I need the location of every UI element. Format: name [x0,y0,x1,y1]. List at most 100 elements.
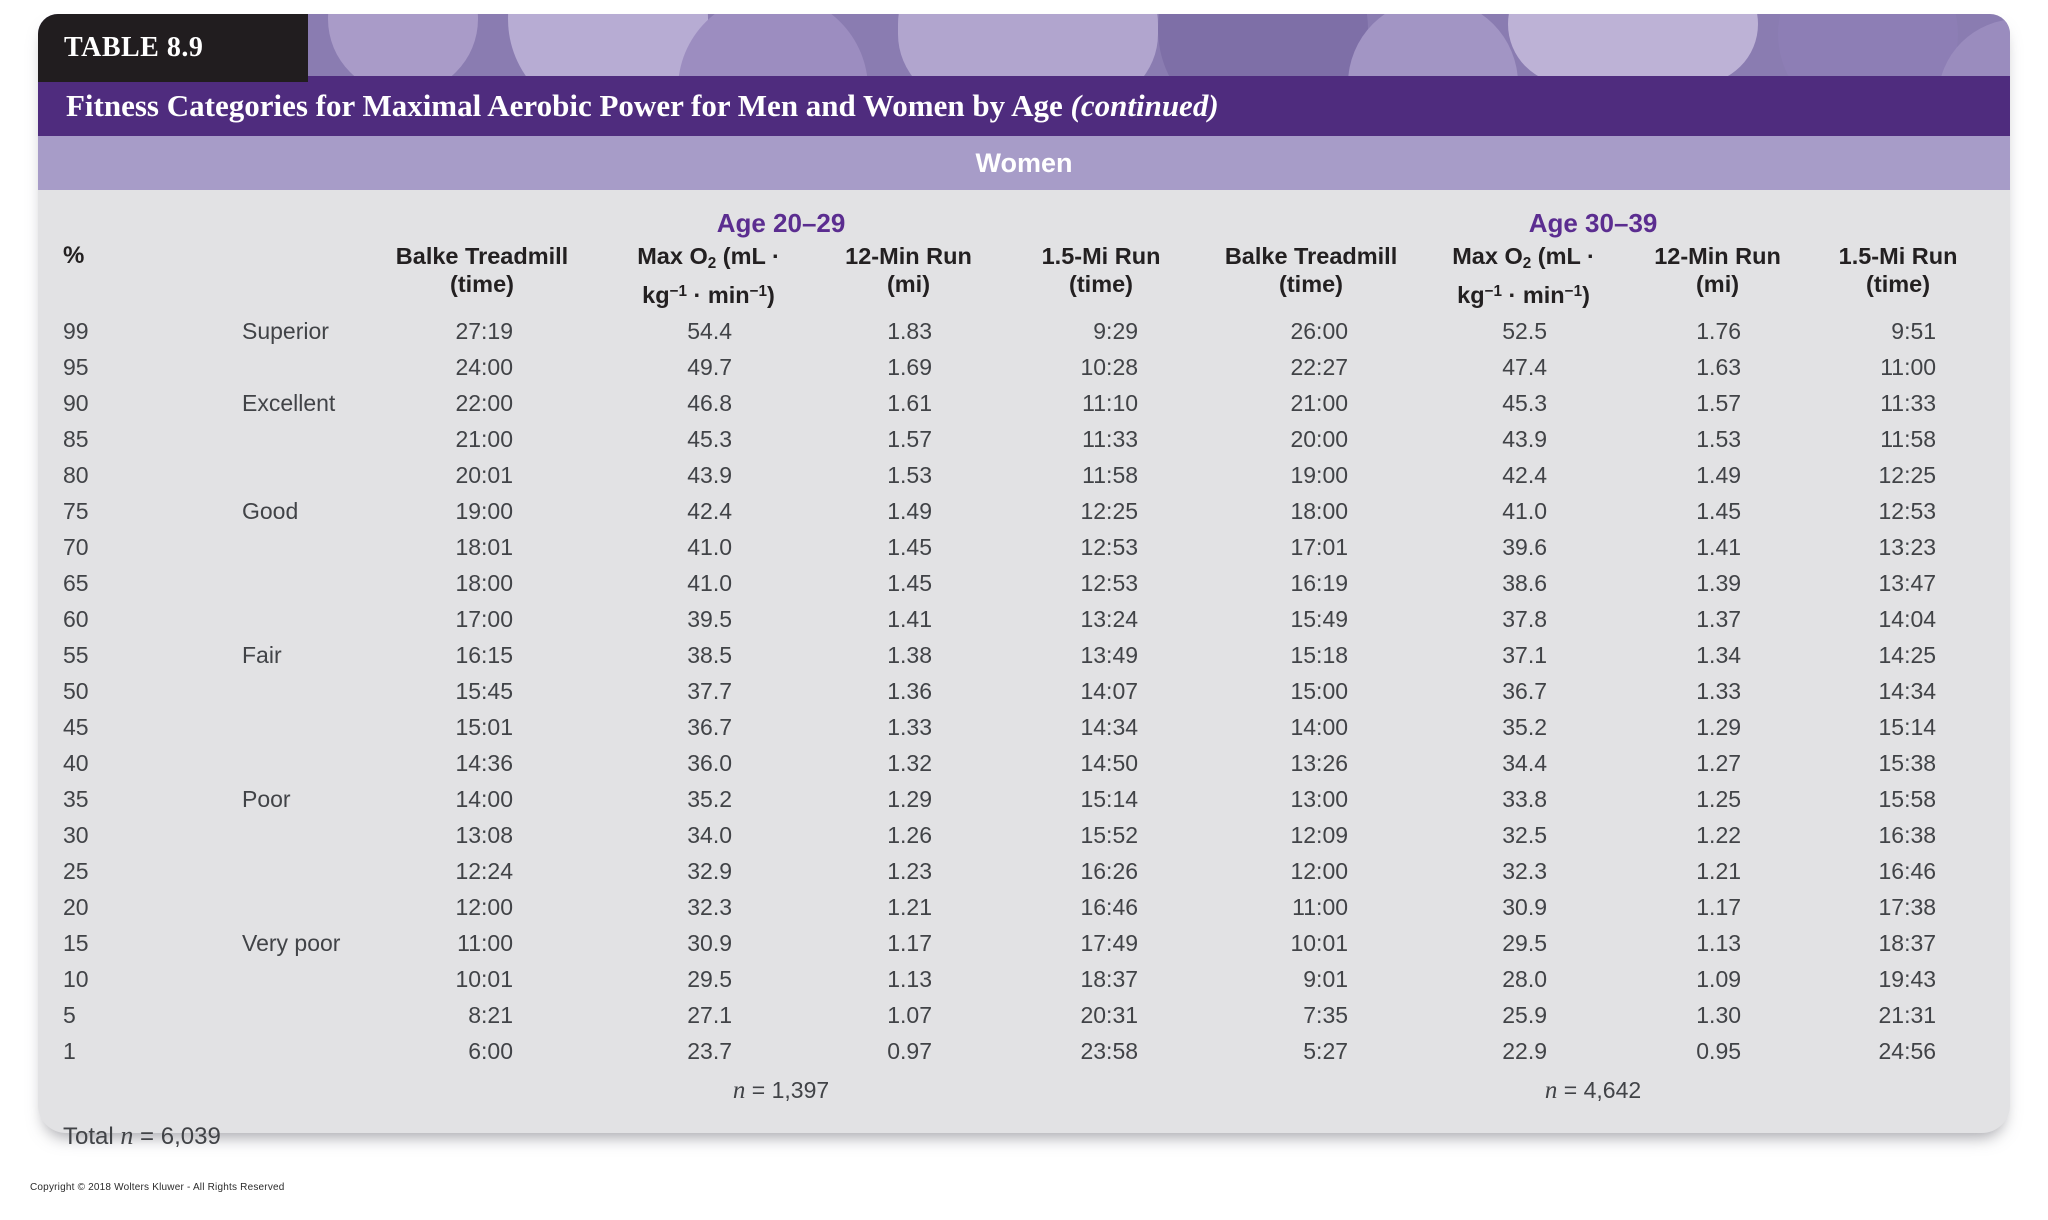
balke-30-39-cell: 9:01 [1303,965,1349,992]
decorative-blob [678,14,868,76]
run12-20-29-cell: 1.33 [887,713,932,740]
maxo2-30-39-cell: 33.8 [1502,785,1548,812]
percentile-cell: 99 [63,317,89,344]
maxo2-20-29-cell: 27.1 [687,1001,732,1028]
run12-30-39-cell: 1.34 [1696,641,1742,668]
balke-30-39-cell: 15:49 [1290,605,1349,632]
table-row: 90 Excellent 22:00 46.8 1.61 11:10 21:00… [62,385,1986,421]
table-row: 65 18:00 41.0 1.45 12:53 16:19 38.6 1.39… [62,565,1986,601]
run12-20-29-cell: 1.83 [887,317,932,344]
table-row: 40 14:36 36.0 1.32 14:50 13:26 34.4 1.27… [62,745,1986,781]
table-row: 20 12:00 32.3 1.21 16:46 11:00 30.9 1.17… [62,889,1986,925]
table-row: 60 17:00 39.5 1.41 13:24 15:49 37.8 1.37… [62,601,1986,637]
percentile-cell: 10 [63,965,89,992]
balke-20-29-cell: 16:15 [455,641,513,668]
title-band: Fitness Categories for Maximal Aerobic P… [38,76,2010,136]
maxo2-30-39-cell: 29.5 [1502,929,1548,956]
run15-30-39-cell: 12:53 [1878,497,1937,524]
category-cell: Fair [242,641,282,668]
run15-30-39-cell: 24:56 [1878,1037,1937,1064]
decorative-blob [328,14,478,76]
maxo2-line1: Max O2 (mL · [637,243,780,272]
table-row: 80 20:01 43.9 1.53 11:58 19:00 42.4 1.49… [62,457,1986,493]
run12-30-39-cell: 1.53 [1696,425,1742,452]
category-cell: Good [242,497,299,524]
category-cell: Poor [242,785,291,812]
percentile-cell: 1 [63,1037,76,1064]
balke-20-29-cell: 21:00 [455,425,513,452]
run15-header-line2: (time) [1069,271,1133,297]
balke-30-39-cell: 17:01 [1290,533,1349,560]
category-cell [126,1033,362,1069]
run15-30-39-cell: 17:38 [1878,893,1937,920]
maxo2-header-1: Max O2 (mL · kg−1 · min−1) [602,241,815,313]
balke-header-1: Balke Treadmill (time) [362,241,602,313]
run15-30-39-cell: 15:38 [1878,749,1937,776]
run12-30-39-cell: 1.45 [1696,497,1742,524]
run12-30-39-cell: 1.39 [1696,569,1742,596]
balke-30-39-cell: 14:00 [1290,713,1349,740]
run12-30-39-cell: 0.95 [1696,1037,1742,1064]
table-title-main: Fitness Categories for Maximal Aerobic P… [66,88,1071,123]
maxo2-20-29-cell: 34.0 [687,821,732,848]
table-row: 45 15:01 36.7 1.33 14:34 14:00 35.2 1.29… [62,709,1986,745]
run12-30-39-cell: 1.33 [1696,677,1742,704]
balke-20-29-cell: 14:00 [455,785,513,812]
decorative-blob [898,14,1158,76]
balke-30-39-cell: 22:27 [1290,353,1349,380]
balke-30-39-cell: 10:01 [1290,929,1349,956]
maxo2-20-29-cell: 30.9 [687,929,732,956]
run15-20-29-cell: 15:14 [1080,785,1139,812]
maxo2-30-39-cell: 41.0 [1502,497,1548,524]
balke-20-29-cell: 10:01 [455,965,513,992]
percentile-cell: 15 [63,929,89,956]
balke-header-line1: Balke Treadmill [395,243,569,269]
percentile-cell: 35 [63,785,89,812]
balke-30-39-cell: 15:18 [1290,641,1349,668]
maxo2-30-39-cell: 37.8 [1502,605,1548,632]
category-cell [126,421,362,457]
table-row: 10 10:01 29.5 1.13 18:37 9:01 28.0 1.09 … [62,961,1986,997]
percentile-cell: 5 [63,1001,76,1028]
balke-30-39-cell: 19:00 [1290,461,1349,488]
percentile-cell: 45 [63,713,89,740]
run12-header-line2: (mi) [886,271,931,297]
percentile-cell: 40 [63,749,89,776]
run12-20-29-cell: 1.32 [887,749,932,776]
category-cell: Superior [242,317,329,344]
maxo2-20-29-cell: 46.8 [687,389,732,416]
run12-20-29-cell: 1.53 [887,461,932,488]
balke-20-29-cell: 14:36 [455,749,513,776]
run12-30-39-cell: 1.30 [1696,1001,1742,1028]
maxo2-30-39-cell: 32.5 [1502,821,1548,848]
category-cell [126,349,362,385]
maxo2-30-39-cell: 39.6 [1502,533,1548,560]
run12-header-1: 12-Min Run (mi) [815,241,1002,313]
maxo2-20-29-cell: 45.3 [687,425,732,452]
table-row: 5 8:21 27.1 1.07 20:31 7:35 25.9 1.30 21… [62,997,1986,1033]
run15-20-29-cell: 15:52 [1080,821,1139,848]
run15-20-29-cell: 12:25 [1080,497,1139,524]
maxo2-20-29-cell: 32.9 [687,857,732,884]
table-row: 50 15:45 37.7 1.36 14:07 15:00 36.7 1.33… [62,673,1986,709]
run15-30-39-cell: 11:58 [1880,425,1937,452]
run12-20-29-cell: 1.21 [887,893,932,920]
run15-20-29-cell: 23:58 [1080,1037,1139,1064]
maxo2-30-39-cell: 25.9 [1502,1001,1548,1028]
category-cell [126,889,362,925]
table-row: 70 18:01 41.0 1.45 12:53 17:01 39.6 1.41… [62,529,1986,565]
table-row: 75 Good 19:00 42.4 1.49 12:25 18:00 41.0… [62,493,1986,529]
run12-20-29-cell: 1.17 [887,929,932,956]
percentile-cell: 20 [63,893,89,920]
age-spacer [62,196,362,241]
maxo2-30-39-cell: 47.4 [1502,353,1548,380]
balke-30-39-cell: 26:00 [1290,317,1349,344]
balke-30-39-cell: 13:26 [1290,749,1349,776]
run15-20-29-cell: 13:49 [1080,641,1139,668]
run12-20-29-cell: 1.26 [887,821,932,848]
percentile-cell: 95 [63,353,89,380]
percentile-cell: 75 [63,497,89,524]
table-row: 30 13:08 34.0 1.26 15:52 12:09 32.5 1.22… [62,817,1986,853]
balke-30-39-cell: 5:27 [1303,1037,1349,1064]
balke-20-29-cell: 17:00 [455,605,513,632]
